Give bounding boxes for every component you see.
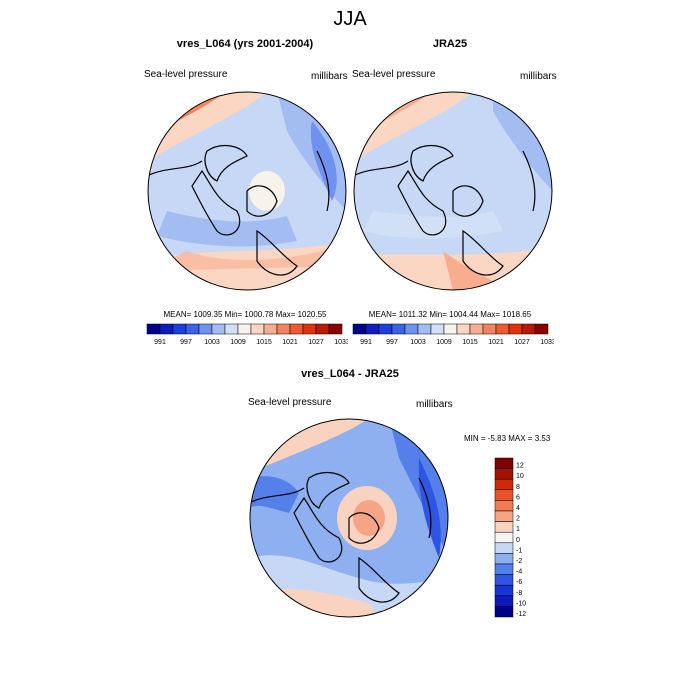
colorbar-tick-label: -8 bbox=[516, 590, 522, 597]
colorbar-tick-label: -2 bbox=[516, 558, 522, 565]
colorbar-swatch bbox=[494, 489, 514, 501]
panel-2-units-label: millibars bbox=[520, 71, 557, 82]
panel-1-variable-label: Sea-level pressure bbox=[144, 69, 228, 80]
colorbar-swatch bbox=[289, 323, 304, 335]
colorbar-tick-label: 1003 bbox=[204, 339, 220, 345]
colorbar-swatch bbox=[172, 323, 187, 335]
colorbar-swatch bbox=[159, 323, 174, 335]
colorbar-tick-label: 1009 bbox=[230, 339, 246, 345]
colorbar-swatch bbox=[534, 323, 549, 335]
colorbar-swatch bbox=[494, 595, 514, 607]
colorbar-tick-label: 997 bbox=[180, 339, 192, 345]
colorbar-swatch bbox=[378, 323, 393, 335]
colorbar-swatch bbox=[469, 323, 484, 335]
colorbar-swatch bbox=[146, 323, 161, 335]
colorbar-tick-label: 1015 bbox=[462, 339, 478, 345]
panel-2-colorbar: 991 997 1003 1009 1015 1021 1027 1033 bbox=[352, 323, 554, 345]
colorbar-tick-label: 991 bbox=[154, 339, 166, 345]
colorbar-tick-label: 1033 bbox=[540, 339, 554, 345]
colorbar-swatch bbox=[224, 323, 239, 335]
colorbar-tick-label: 1021 bbox=[282, 339, 298, 345]
colorbar-swatch bbox=[237, 323, 252, 335]
colorbar-swatch bbox=[263, 323, 278, 335]
figure-title: JJA bbox=[333, 8, 367, 30]
colorbar-swatch bbox=[302, 323, 317, 335]
colorbar-tick-label: -6 bbox=[516, 579, 522, 586]
panel-1-title: vres_L064 (yrs 2001-2004) bbox=[176, 38, 314, 50]
panel-2-variable-label: Sea-level pressure bbox=[352, 69, 436, 80]
colorbar-tick-label: 8 bbox=[516, 484, 520, 491]
panel-1-polar-map bbox=[147, 91, 347, 291]
colorbar-tick-label: 1021 bbox=[488, 339, 504, 345]
colorbar-swatch bbox=[185, 323, 200, 335]
colorbar-tick-label: 1 bbox=[516, 526, 520, 533]
colorbar-swatch bbox=[250, 323, 265, 335]
colorbar-tick-label: 997 bbox=[386, 339, 398, 345]
colorbar-swatch bbox=[494, 584, 514, 597]
colorbar-swatch bbox=[494, 553, 514, 565]
colorbar-swatch bbox=[391, 323, 406, 335]
colorbar-swatch bbox=[198, 323, 213, 335]
colorbar-swatch bbox=[495, 323, 510, 335]
colorbar-swatch bbox=[521, 323, 536, 335]
colorbar-tick-label: 1033 bbox=[334, 339, 348, 345]
colorbar-swatch bbox=[494, 542, 514, 554]
colorbar-swatch bbox=[494, 468, 514, 480]
colorbar-tick-label: 12 bbox=[516, 463, 524, 470]
colorbar-tick-label: 0 bbox=[516, 537, 520, 544]
panel-1-stats: MEAN= 1009.35 Min= 1000.78 Max= 1020.55 bbox=[163, 310, 327, 319]
colorbar-swatch bbox=[352, 323, 367, 335]
colorbar-swatch bbox=[494, 457, 514, 469]
panel-3-title: vres_L064 - JRA25 bbox=[301, 368, 399, 380]
colorbar-swatch bbox=[494, 521, 514, 533]
colorbar-swatch bbox=[211, 323, 226, 335]
colorbar-swatch bbox=[276, 323, 291, 335]
colorbar-tick-label: -12 bbox=[516, 611, 526, 618]
panel-3-polar-map bbox=[249, 418, 449, 618]
panel-2-polar-map bbox=[353, 91, 553, 291]
colorbar-swatch bbox=[404, 323, 419, 335]
colorbar-tick-label: 991 bbox=[360, 339, 372, 345]
panel-2-title: JRA25 bbox=[432, 38, 468, 50]
colorbar-tick-label: -10 bbox=[516, 600, 526, 607]
colorbar-swatch bbox=[315, 323, 330, 335]
colorbar-swatch bbox=[456, 323, 471, 335]
colorbar-swatch bbox=[494, 500, 514, 512]
panel-1-colorbar: 991 997 1003 1009 1015 1021 1027 1033 bbox=[146, 323, 348, 345]
colorbar-tick-label: 1015 bbox=[256, 339, 272, 345]
colorbar-swatch bbox=[494, 478, 514, 491]
colorbar-swatch bbox=[430, 323, 445, 335]
panel-2-stats: MEAN= 1011.32 Min= 1004.44 Max= 1018.65 bbox=[368, 310, 532, 319]
colorbar-swatch bbox=[494, 606, 514, 618]
colorbar-swatch bbox=[494, 563, 514, 575]
colorbar-tick-label: 2 bbox=[516, 516, 520, 523]
colorbar-tick-label: 4 bbox=[516, 505, 520, 512]
colorbar-swatch bbox=[494, 510, 514, 522]
colorbar-tick-label: 1027 bbox=[514, 339, 530, 345]
colorbar-tick-label: 1027 bbox=[308, 339, 324, 345]
colorbar-swatch bbox=[482, 323, 497, 335]
colorbar-swatch bbox=[494, 574, 514, 586]
colorbar-swatch bbox=[417, 323, 432, 335]
colorbar-swatch bbox=[328, 323, 343, 335]
colorbar-tick-label: 10 bbox=[516, 473, 524, 480]
colorbar-tick-label: 1009 bbox=[436, 339, 452, 345]
colorbar-swatch bbox=[443, 323, 458, 335]
colorbar-tick-label: -1 bbox=[516, 547, 522, 554]
colorbar-tick-label: 1003 bbox=[410, 339, 426, 345]
colorbar-swatch bbox=[365, 323, 380, 335]
panel-3-units-label: millibars bbox=[416, 399, 453, 410]
panel-3-variable-label: Sea-level pressure bbox=[248, 397, 332, 408]
colorbar-swatch bbox=[508, 323, 523, 335]
colorbar-tick-label: 6 bbox=[516, 494, 520, 501]
panel-3-stats: MIN = -5.83 MAX = 3.53 bbox=[464, 434, 551, 443]
colorbar-swatch bbox=[494, 531, 514, 544]
colorbar-tick-label: -4 bbox=[516, 569, 522, 576]
panel-1-units-label: millibars bbox=[311, 71, 348, 82]
